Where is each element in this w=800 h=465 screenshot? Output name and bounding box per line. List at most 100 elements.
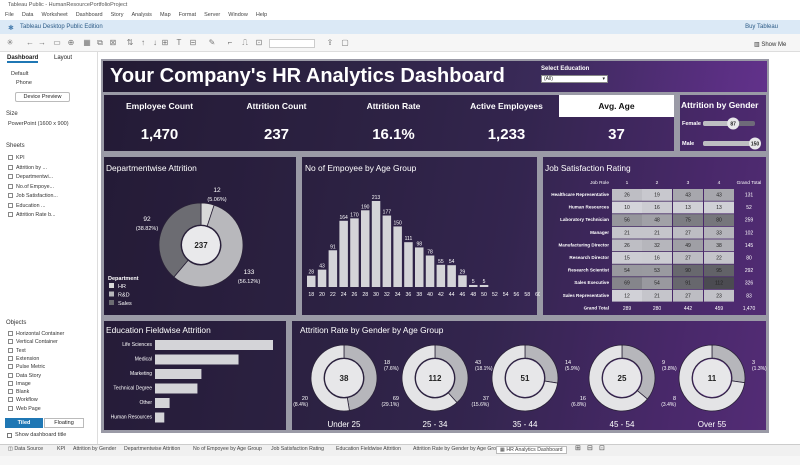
- sheet-tab[interactable]: Attrition Rate by Gender by Age Group: [413, 446, 502, 452]
- duplicate-icon[interactable]: ⧉: [97, 38, 103, 47]
- buy-button[interactable]: Buy Tableau: [745, 24, 778, 30]
- back-icon[interactable]: ←: [26, 38, 34, 47]
- sort-desc-icon[interactable]: ↓: [153, 38, 157, 47]
- sheet-item[interactable]: Attrition by ...: [8, 165, 47, 171]
- menu-item-analysis[interactable]: Analysis: [131, 12, 152, 18]
- object-item[interactable]: Data Story: [8, 373, 41, 379]
- tab-layout[interactable]: Layout: [54, 55, 73, 61]
- object-item[interactable]: Extension: [8, 356, 39, 362]
- label-icon[interactable]: T: [176, 38, 182, 47]
- sheet-tab[interactable]: Job Satisfaction Rating: [271, 446, 325, 452]
- gender-label: Male: [682, 141, 694, 147]
- age-bar-label: 78: [427, 250, 433, 256]
- object-item[interactable]: Web Page: [8, 406, 41, 412]
- sheet-item[interactable]: Attrition Rate b...: [8, 212, 55, 218]
- new-datasource-icon[interactable]: ⊕: [67, 38, 75, 47]
- gender-bar-knob: [727, 117, 740, 130]
- education-dropdown[interactable]: (All) ▾: [541, 75, 608, 83]
- new-sheet-icon[interactable]: ▦: [83, 38, 91, 47]
- window-title: Tableau Public - HumanResourcePortfolioP…: [0, 0, 800, 10]
- sheet-item[interactable]: Departmentwi...: [8, 174, 53, 180]
- fit-icon[interactable]: ⊡: [255, 38, 263, 47]
- jobsat-cell: [642, 239, 672, 252]
- tiled-button[interactable]: Tiled: [5, 418, 43, 428]
- jobsat-role: Manager: [590, 230, 609, 235]
- age-bar-label: 55: [438, 259, 444, 265]
- menu-item-worksheet[interactable]: Worksheet: [41, 12, 68, 18]
- tooltip-icon[interactable]: ⌐: [227, 38, 233, 47]
- rate-title: Attrition Rate by Gender by Age Group: [300, 325, 444, 335]
- jobsat-value: 49: [685, 243, 691, 249]
- save-icon[interactable]: ▭: [53, 38, 61, 47]
- new-worksheet-icon[interactable]: ⊞: [575, 445, 581, 452]
- jobsat-value: 32: [654, 243, 660, 249]
- new-dashboard-icon[interactable]: ⊟: [587, 445, 593, 452]
- rate-slice: [678, 344, 746, 412]
- share-icon[interactable]: ⇪: [326, 38, 334, 47]
- sheet-label: Job Satisfaction...: [16, 193, 58, 199]
- device-phone[interactable]: Phone: [16, 80, 32, 86]
- jobsat-value: 10: [624, 205, 630, 211]
- jobsat-cell: [612, 226, 642, 239]
- menu-item-file[interactable]: File: [5, 12, 14, 18]
- tab-dashboard[interactable]: Dashboard: [7, 55, 39, 63]
- device-default[interactable]: Default: [11, 71, 29, 77]
- object-item[interactable]: Text: [8, 348, 26, 354]
- object-item[interactable]: Pulse Metric: [8, 364, 45, 370]
- menu-item-window[interactable]: Window: [228, 12, 248, 18]
- menu-item-story[interactable]: Story: [110, 12, 124, 18]
- forward-icon[interactable]: →: [38, 38, 46, 47]
- menu-item-map[interactable]: Map: [159, 12, 171, 18]
- age-tick-label: 56: [514, 292, 520, 298]
- age-title: No of Empoyee by Age Group: [305, 163, 417, 173]
- sheet-label: Education ...: [16, 202, 46, 209]
- jobsat-value: 13: [716, 205, 722, 211]
- object-item[interactable]: Workflow: [8, 397, 38, 403]
- object-item[interactable]: Image: [8, 381, 31, 387]
- sheet-tab[interactable]: KPI: [57, 446, 66, 452]
- fit-dropdown[interactable]: [269, 39, 315, 48]
- fix-axes-icon[interactable]: ⊟: [189, 38, 197, 47]
- age-tick-label: 38: [416, 292, 422, 298]
- device-preview-button[interactable]: Device Preview: [15, 92, 70, 102]
- sheet-label: KPI: [16, 155, 25, 161]
- sheet-tab[interactable]: Departmentwise Attrition: [124, 446, 181, 452]
- floating-button[interactable]: Floating: [44, 418, 84, 428]
- dept-center: [182, 226, 220, 264]
- menu-item-server[interactable]: Server: [204, 12, 221, 18]
- jobsat-cell: [704, 264, 734, 277]
- sheet-item[interactable]: Education ...: [8, 203, 45, 209]
- menu-item-help[interactable]: Help: [255, 12, 268, 18]
- sheet-tab[interactable]: Education Fieldwise Attrition: [336, 446, 401, 452]
- menu-item-dashboard[interactable]: Dashboard: [75, 12, 103, 18]
- object-icon: [8, 405, 13, 411]
- device-icon[interactable]: ▢: [341, 38, 349, 47]
- swap-icon[interactable]: ⇅: [126, 38, 134, 47]
- highlight-icon[interactable]: ✎: [208, 38, 216, 47]
- sheet-item[interactable]: No.of Empoye...: [8, 184, 54, 190]
- object-item[interactable]: Vertical Container: [8, 339, 58, 345]
- sheet-item[interactable]: Job Satisfaction...: [8, 193, 58, 199]
- sheet-tab[interactable]: No of Empoyee by Age Group: [193, 446, 262, 452]
- sheet-tab[interactable]: ▦ HR Analytics Dashboard: [496, 446, 567, 454]
- presentation-icon[interactable]: ⎍: [242, 38, 248, 47]
- menu-item-format[interactable]: Format: [178, 12, 197, 18]
- group-icon[interactable]: ⊞: [161, 38, 169, 47]
- tableau-logo-icon[interactable]: ✳: [6, 38, 14, 47]
- clear-icon[interactable]: ⊠: [109, 38, 117, 47]
- edu-category-label: Human Resources: [111, 415, 153, 421]
- menu-item-data[interactable]: Data: [21, 12, 34, 18]
- age-tick-label: 20: [319, 292, 325, 298]
- jobsat-cell: [704, 239, 734, 252]
- object-item[interactable]: Horizontal Container: [8, 331, 64, 337]
- show-title-checkbox[interactable]: [7, 433, 12, 438]
- size-dropdown[interactable]: PowerPoint (1600 x 900): [8, 121, 69, 127]
- sheet-tab[interactable]: Attrition by Gender: [73, 446, 117, 452]
- sort-asc-icon[interactable]: ↑: [141, 38, 145, 47]
- show-me-button[interactable]: ▥ Show Me: [754, 42, 787, 48]
- jobsat-value: 53: [654, 268, 660, 274]
- sheet-tab[interactable]: ◫ Data Source: [8, 446, 44, 452]
- sheet-item[interactable]: KPI: [8, 155, 25, 161]
- new-story-icon[interactable]: ⊡: [599, 445, 605, 452]
- object-item[interactable]: Blank: [8, 389, 29, 395]
